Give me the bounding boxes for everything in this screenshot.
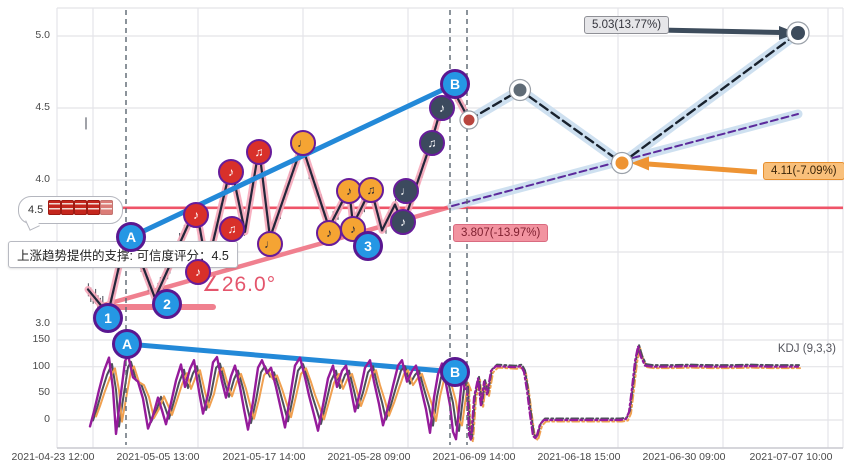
y-tick-label: 50 <box>38 386 50 399</box>
music-note-marker-red[interactable]: ♪ <box>183 202 209 228</box>
pivot-marker-2[interactable]: 2 <box>152 289 182 319</box>
kdj-marker-B[interactable]: B <box>440 357 470 387</box>
support-badge-icon <box>100 200 114 215</box>
music-note-marker-red[interactable]: ♪ <box>185 259 211 285</box>
x-tick-label: 2021-06-09 14:00 <box>432 451 516 463</box>
target-mid-label[interactable]: 4.11(-7.09%) <box>763 162 844 180</box>
x-tick-label: 2021-06-30 09:00 <box>642 451 726 463</box>
x-tick-label: 2021-05-05 13:00 <box>116 451 200 463</box>
music-note-marker-red[interactable]: ♫ <box>246 139 272 165</box>
y-tick-label: 0 <box>44 413 50 425</box>
y-tick-label: 150 <box>32 333 50 345</box>
kdj-marker-A[interactable]: A <box>112 329 142 359</box>
y-tick-label: 5.0 <box>35 29 50 41</box>
music-note-marker-dark[interactable]: ♩ <box>393 178 419 204</box>
music-note-marker-orange[interactable]: ♩ <box>257 231 283 257</box>
music-note-marker-orange[interactable]: ♩ <box>290 130 316 156</box>
music-note-marker-red[interactable]: ♫ <box>219 216 245 242</box>
music-note-marker-dark[interactable]: ♪ <box>429 95 455 121</box>
support-badge-icon <box>61 200 75 215</box>
x-tick-label: 2021-06-18 15:00 <box>537 451 621 463</box>
support-score-value: 4.5 <box>28 204 44 216</box>
kdj-indicator-label: KDJ (9,3,3) <box>777 343 836 355</box>
support-badge-icon <box>74 200 88 215</box>
pivot-marker-3[interactable]: 3 <box>353 231 383 261</box>
target-up-label[interactable]: 5.03(13.77%) <box>584 16 670 34</box>
y-tick-label: 3.0 <box>35 317 50 329</box>
support-badge-icon <box>48 200 62 215</box>
x-tick-label: 2021-05-28 09:00 <box>327 451 411 463</box>
y-tick-label: 4.5 <box>35 101 50 113</box>
music-note-marker-dark[interactable]: ♫ <box>419 130 445 156</box>
trend-angle-annotation: ∠26.0° <box>202 273 277 296</box>
pivot-marker-B[interactable]: B <box>440 69 470 99</box>
target-down-label[interactable]: 3.807(-13.97%) <box>453 224 549 242</box>
pivot-marker-A[interactable]: A <box>116 222 146 252</box>
x-tick-label: 2021-05-17 14:00 <box>222 451 306 463</box>
pivot-marker-1[interactable]: 1 <box>93 303 123 333</box>
music-note-marker-orange[interactable]: ♪ <box>336 178 362 204</box>
support-badge-icon <box>87 200 101 215</box>
music-note-marker-orange[interactable]: ♫ <box>358 177 384 203</box>
y-tick-label: 100 <box>32 359 50 372</box>
x-tick-label: 2021-04-23 12:00 <box>11 451 95 463</box>
music-note-marker-dark[interactable]: ♪ <box>390 209 416 235</box>
support-badge-icons <box>48 200 114 220</box>
music-note-marker-red[interactable]: ♪ <box>218 159 244 185</box>
music-note-marker-orange[interactable]: ♪ <box>316 220 342 246</box>
support-score-bubble[interactable]: 4.5 <box>18 196 124 224</box>
y-tick-label: 4.0 <box>35 173 50 185</box>
x-tick-label: 2021-07-07 10:00 <box>749 451 833 463</box>
